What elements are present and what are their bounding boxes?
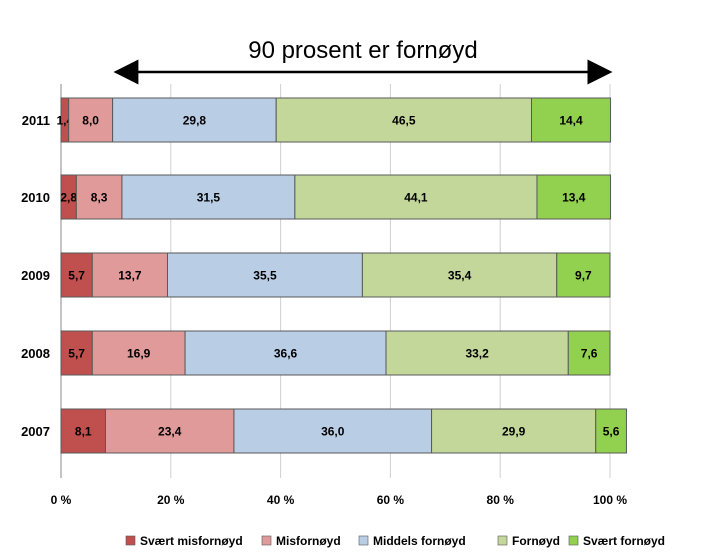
legend-label: Middels fornøyd [373, 534, 466, 548]
bar-segment [184, 330, 387, 376]
data-label: 33,2 [465, 347, 489, 361]
data-label: 13,7 [118, 269, 142, 283]
bars-group: 1,4 8,0 29,8 46,5 14,42,8 8,3 31,5 44,1 13,45,7 1… [56, 97, 627, 454]
legend-label: Fornøyd [512, 534, 560, 548]
data-label: 36,0 [321, 425, 345, 439]
bar-segment [536, 174, 612, 220]
data-label: 16,9 [127, 347, 151, 361]
data-label: 14,4 [559, 114, 583, 128]
data-label: 8,0 [82, 114, 99, 128]
data-label: 35,4 [448, 269, 472, 283]
bar-segment [530, 97, 612, 143]
data-label: 31,5 [197, 191, 221, 205]
data-label: 9,7 [575, 269, 592, 283]
x-tick-label: 20 % [157, 493, 185, 507]
data-label: 8,1 [75, 425, 92, 439]
year-label: 2007 [21, 424, 50, 439]
bar-segment [294, 174, 538, 220]
legend-label: Svært fornøyd [583, 534, 665, 548]
legend-swatch [358, 535, 369, 546]
data-label: 8,3 [91, 191, 108, 205]
bar-segment [68, 97, 114, 143]
year-label: 2008 [21, 346, 50, 361]
data-label: 46,5 [392, 114, 416, 128]
bar-segment [91, 330, 186, 376]
data-label: 13,4 [562, 191, 586, 205]
data-label: 5,7 [68, 347, 85, 361]
year-label: 2011 [22, 113, 50, 128]
data-label: 29,9 [502, 425, 526, 439]
data-label: 7,6 [581, 347, 598, 361]
bar-segment [233, 408, 433, 454]
chart-annotation: 90 prosent er fornøyd [248, 37, 477, 64]
bar-segment [104, 408, 235, 454]
legend-swatch [125, 535, 136, 546]
legend-label: Misfornøyd [276, 534, 341, 548]
bar-segment [385, 330, 569, 376]
data-label: 35,5 [253, 269, 277, 283]
legend-swatch [568, 535, 579, 546]
data-label: 2,8 [60, 191, 77, 205]
bar-segment [75, 174, 123, 220]
bar-segment [167, 252, 363, 298]
x-tick-labels: 0 % 20 % 40 % 60 % 80 % 100 % [51, 493, 628, 507]
year-label: 2009 [21, 268, 50, 283]
data-label: 5,6 [603, 425, 620, 439]
legend: Svært misfornøyd Misfornøyd Middels fornøy… [125, 534, 665, 548]
bar-segment [567, 330, 611, 376]
legend-swatch [261, 535, 272, 546]
bar-segment [60, 252, 93, 298]
bar-segment [60, 408, 106, 454]
bar-segment [595, 408, 627, 454]
data-label: 44,1 [404, 191, 428, 205]
year-label: 2010 [21, 190, 50, 205]
data-label: 5,7 [68, 269, 85, 283]
bar-segment [556, 252, 611, 298]
bar-segment [431, 408, 597, 454]
x-tick-label: 0 % [51, 493, 72, 507]
legend-label: Svært misfornøyd [140, 534, 243, 548]
data-label: 23,4 [158, 425, 182, 439]
year-labels: 2011 2010 2009 2008 2007 [21, 113, 50, 439]
x-tick-label: 60 % [377, 493, 405, 507]
bar-segment [121, 174, 296, 220]
bar-segment [91, 252, 169, 298]
x-tick-label: 80 % [487, 493, 515, 507]
x-tick-label: 40 % [267, 493, 295, 507]
legend-swatch [497, 535, 508, 546]
x-tick-label: 100 % [593, 493, 627, 507]
bar-segment [60, 330, 93, 376]
data-label: 36,6 [274, 347, 298, 361]
data-label: 29,8 [183, 114, 207, 128]
